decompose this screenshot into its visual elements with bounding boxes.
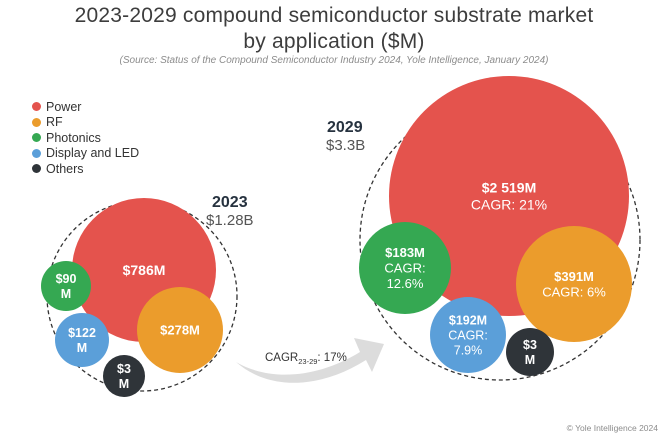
bubble-label-2029-photonics-1: CAGR: xyxy=(384,261,425,276)
bubble-label-2029-display-and-led-0: $192M xyxy=(449,313,487,327)
bubble-label-2023-photonics-1: M xyxy=(61,287,71,301)
copyright: © Yole Intelligence 2024 xyxy=(566,423,658,433)
bubble-label-2023-photonics-0: $90 xyxy=(56,272,77,286)
legend-swatch-display-led xyxy=(32,148,41,158)
chart-source: (Source: Status of the Compound Semicond… xyxy=(119,55,549,66)
legend-label-power: Power xyxy=(46,99,82,114)
legend-item-others: Others xyxy=(32,161,139,177)
year-label-2023: 2023 xyxy=(212,194,248,211)
legend-label-rf: RF xyxy=(46,115,63,130)
bubble-label-2023-others-0: $3 xyxy=(117,362,131,376)
legend-swatch-others xyxy=(32,164,41,174)
bubble-2029-display-and-led xyxy=(430,297,506,373)
legend-label-others: Others xyxy=(46,161,84,176)
bubble-label-2023-display-and-led-0: $122 xyxy=(68,326,96,340)
legend-label-photonics: Photonics xyxy=(46,130,101,145)
legend-swatch-photonics xyxy=(32,133,41,143)
legend-item-display-led: Display and LED xyxy=(32,146,139,162)
bubble-label-2029-photonics-0: $183M xyxy=(385,245,425,260)
bubble-2023-rf xyxy=(137,287,223,373)
legend-label-display-led: Display and LED xyxy=(46,146,140,161)
total-label-2023: $1.28B xyxy=(206,212,254,229)
bubble-label-2029-rf-1: CAGR: 6% xyxy=(542,284,606,299)
bubble-2023-photonics xyxy=(41,261,91,311)
legend-item-photonics: Photonics xyxy=(32,130,139,146)
legend-swatch-power xyxy=(32,102,41,112)
bubble-2029-rf xyxy=(516,226,632,342)
chart-title-line-1: 2023-2029 compound semiconductor substra… xyxy=(74,4,594,27)
cagr-arrow xyxy=(236,338,384,383)
bubble-label-2029-others-0: $3 xyxy=(523,338,537,352)
bubble-2023-display-and-led xyxy=(55,313,109,367)
year-label-2029: 2029 xyxy=(327,119,363,136)
bubble-2029-photonics xyxy=(359,222,451,314)
bubble-label-2029-rf-0: $391M xyxy=(554,269,594,284)
bubble-label-2029-display-and-led-2: 7.9% xyxy=(454,343,483,357)
bubble-label-2029-power-1: CAGR: 21% xyxy=(471,196,547,212)
bubble-2029-others xyxy=(506,328,554,376)
bubble-label-2029-photonics-2: 12.6% xyxy=(387,276,424,291)
bubble-label-2023-rf-0: $278M xyxy=(160,323,200,338)
bubble-label-2029-others-1: M xyxy=(525,353,535,367)
cagr-arrow-label: CAGR23-29: 17% xyxy=(265,352,347,366)
bubble-label-2029-display-and-led-1: CAGR: xyxy=(448,328,488,342)
legend: Power RF Photonics Display and LED Other… xyxy=(32,99,139,177)
legend-item-power: Power xyxy=(32,99,139,115)
bubble-label-2023-power-0: $786M xyxy=(123,262,166,278)
bubble-label-2023-others-1: M xyxy=(119,377,129,391)
legend-item-rf: RF xyxy=(32,115,139,131)
legend-swatch-rf xyxy=(32,117,41,127)
bubble-label-2023-display-and-led-1: M xyxy=(77,341,87,355)
bubble-label-2029-power-0: $2 519M xyxy=(482,180,536,196)
total-label-2029: $3.3B xyxy=(326,137,366,154)
bubble-2023-others xyxy=(103,355,145,397)
chart-title-line-2: by application ($M) xyxy=(243,30,425,53)
